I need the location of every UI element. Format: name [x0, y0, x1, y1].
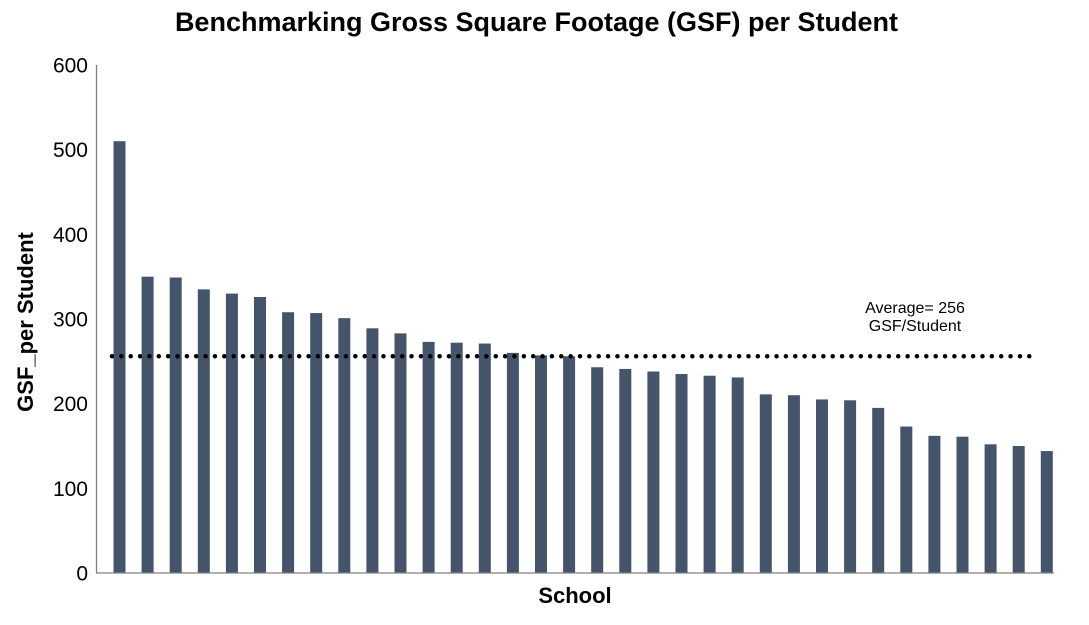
y-tick-label: 300	[53, 309, 88, 332]
bar	[928, 435, 941, 573]
bar	[956, 436, 969, 573]
bar	[310, 313, 323, 573]
bar	[141, 276, 154, 573]
bar	[984, 444, 997, 573]
bar	[338, 318, 351, 573]
bar	[1012, 446, 1025, 573]
bar	[872, 407, 885, 573]
bar	[506, 352, 519, 573]
bar	[254, 296, 266, 573]
average-annotation: Average= 256 GSF/Student	[835, 300, 995, 335]
bar	[225, 293, 238, 573]
bar	[169, 277, 182, 573]
bar	[647, 371, 660, 573]
y-axis-label: GSF_per Student	[13, 232, 38, 412]
average-annotation-line2: GSF/Student	[868, 317, 962, 335]
bar	[844, 400, 857, 573]
x-axis-label: School	[538, 583, 612, 608]
bar	[563, 356, 576, 573]
bar	[675, 374, 688, 573]
bar	[450, 342, 463, 573]
y-tick-label: 200	[53, 393, 88, 416]
bar	[535, 355, 547, 573]
bar	[1040, 451, 1053, 573]
bar	[900, 426, 913, 573]
bar	[394, 333, 407, 573]
y-tick-label: 400	[53, 224, 88, 247]
bar	[282, 312, 295, 573]
y-tick-label: 100	[53, 478, 88, 501]
bar	[366, 328, 379, 573]
average-annotation-line1: Average= 256	[865, 300, 965, 317]
bar	[703, 375, 716, 573]
bar	[478, 343, 491, 573]
bar	[619, 368, 632, 573]
bar	[787, 395, 800, 573]
y-tick-label: 500	[53, 139, 88, 162]
bar	[591, 367, 604, 573]
bar	[422, 341, 435, 573]
y-tick-label: 600	[53, 55, 88, 78]
chart-title: Benchmarking Gross Square Footage (GSF) …	[174, 7, 899, 37]
bar	[816, 399, 828, 573]
bar	[759, 394, 772, 573]
y-tick-label: 0	[76, 563, 88, 586]
bar	[197, 289, 210, 573]
bar	[731, 377, 744, 573]
